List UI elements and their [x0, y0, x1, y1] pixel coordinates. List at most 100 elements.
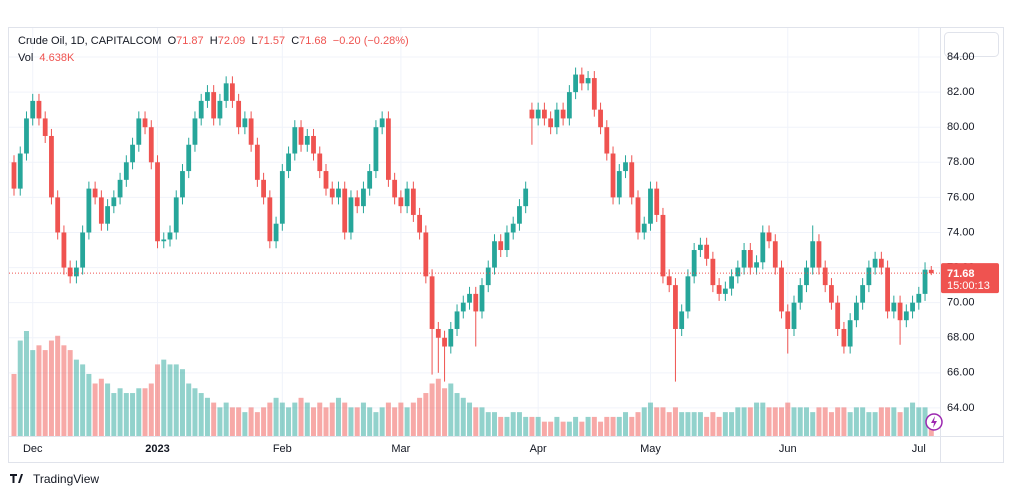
change-pct: (−0.28%) [363, 35, 409, 47]
volume-bar [217, 407, 223, 436]
volume-bar [304, 402, 310, 436]
candle-body [98, 197, 104, 224]
candle-body [548, 118, 554, 128]
candle-body [17, 153, 23, 189]
volume-bar [67, 350, 73, 436]
candle-body [67, 267, 73, 277]
volume-bar [261, 407, 267, 436]
volume-bar [335, 397, 341, 436]
volume-bar [822, 407, 828, 436]
volume-bar [379, 407, 385, 436]
volume-bar [148, 383, 154, 436]
ohlc-value: 71.57 [257, 35, 286, 47]
candle-body [716, 285, 722, 294]
candle-body [804, 267, 809, 286]
volume-bar [579, 421, 585, 436]
candle-body [467, 293, 472, 303]
candle-body [242, 118, 248, 128]
volume-bar [229, 407, 235, 436]
candle-body [922, 269, 928, 294]
candle-body [797, 285, 803, 303]
candle-body [267, 197, 273, 242]
candle-body [217, 100, 223, 119]
volume-bar [916, 407, 922, 436]
ohlc-value: 72.09 [217, 35, 246, 47]
volume-bar [417, 397, 423, 436]
symbol-title: Crude Oil, 1D, CAPITALCOM [18, 35, 162, 47]
volume-bar [173, 364, 179, 436]
volume-bar [591, 416, 597, 436]
volume-bar [772, 407, 778, 436]
ohlc-label: C [291, 35, 300, 47]
volume-bar [922, 407, 928, 436]
volume-bar [410, 402, 416, 436]
candle-body [442, 337, 447, 347]
candle-body [841, 328, 847, 347]
candle-body [641, 223, 647, 233]
volume-bar [448, 383, 454, 436]
candle-body [317, 153, 323, 172]
volume-bar [204, 397, 210, 436]
candle-body [573, 74, 578, 93]
candle-body [885, 267, 890, 312]
volume-bar [716, 416, 722, 436]
candle-body [454, 311, 460, 329]
volume-bar [672, 407, 678, 436]
alert-icon-bolt [931, 416, 937, 428]
candle-body [685, 276, 691, 312]
volume-bar [211, 402, 217, 436]
volume-bar [373, 412, 379, 436]
candle-body [866, 267, 872, 286]
candle-body [891, 302, 897, 312]
volume-bar [454, 393, 460, 436]
volume-bar [779, 407, 785, 436]
countdown: 15:00:13 [947, 280, 990, 292]
volume-bar [286, 407, 292, 436]
volume-bar [573, 416, 579, 436]
candle-body [835, 302, 841, 329]
candle-body [629, 162, 635, 198]
candle-body [392, 179, 398, 198]
candle-body [560, 109, 566, 119]
candle-body [74, 267, 79, 277]
candle-body [36, 100, 42, 119]
candle-body [604, 127, 610, 154]
candle-body [698, 244, 703, 251]
volume-bar [348, 407, 354, 436]
volume-bar [198, 393, 204, 436]
volume-bar [329, 402, 335, 436]
volume-bar [872, 412, 878, 436]
candle-body [329, 188, 335, 198]
volume-bar [367, 407, 373, 436]
volume-bar [442, 388, 448, 436]
volume-bar [48, 340, 54, 436]
candle-body [361, 188, 366, 207]
settings-button[interactable] [944, 32, 999, 57]
brand-name: TradingView [33, 472, 99, 486]
x-tick-label: Dec [23, 443, 43, 455]
candle-body [148, 127, 154, 163]
volume-bar [654, 407, 660, 436]
volume-bar [610, 416, 616, 436]
volume-name: Vol [18, 52, 34, 64]
candle-body [847, 320, 853, 347]
candle-body [772, 241, 778, 268]
volume-bar [604, 416, 610, 436]
volume-bar [598, 421, 604, 436]
candle-body [635, 197, 641, 233]
y-tick-label: 66.00 [947, 367, 975, 379]
x-tick-label: Mar [391, 443, 410, 455]
volume-bar [629, 416, 635, 436]
candle-body [872, 258, 878, 268]
candle-body [928, 269, 934, 274]
candle-body [398, 197, 404, 207]
volume-bar [860, 407, 866, 436]
volume-bar [155, 364, 161, 436]
candle-body [230, 83, 235, 101]
volume-bar [392, 407, 398, 436]
volume-bar [835, 407, 841, 436]
candle-body [117, 179, 123, 198]
candle-body [92, 188, 98, 198]
